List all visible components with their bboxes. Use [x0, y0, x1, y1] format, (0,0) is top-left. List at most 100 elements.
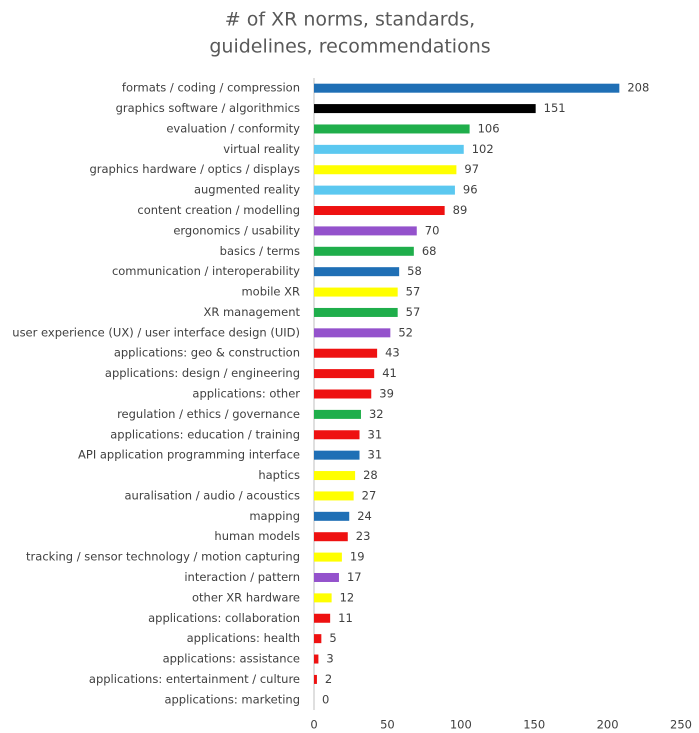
bar — [314, 430, 360, 440]
value-label: 2 — [325, 672, 332, 686]
y-tick-label: regulation / ethics / governance — [117, 407, 300, 421]
y-tick-label: interaction / pattern — [184, 570, 300, 584]
value-label: 43 — [385, 346, 400, 360]
chart-title: guidelines, recommendations — [209, 36, 490, 58]
y-tick-label: API application programming interface — [78, 448, 300, 462]
bar — [314, 165, 457, 175]
y-tick-label: haptics — [258, 468, 300, 482]
y-tick-label: XR management — [203, 305, 300, 319]
y-tick-label: content creation / modelling — [137, 203, 300, 217]
value-label: 11 — [338, 611, 353, 625]
value-label: 57 — [406, 305, 421, 319]
bar — [314, 83, 620, 93]
bar — [314, 307, 398, 317]
y-tick-label: tracking / sensor technology / motion ca… — [26, 550, 300, 564]
bar — [314, 104, 536, 114]
value-label: 27 — [362, 488, 377, 502]
y-tick-label: graphics software / algorithmics — [116, 101, 300, 115]
x-tick-label: 50 — [380, 718, 395, 732]
y-tick-label: other XR hardware — [192, 590, 300, 604]
y-tick-label: communication / interoperability — [112, 264, 300, 278]
bar — [314, 328, 391, 338]
y-tick-label: ergonomics / usability — [173, 223, 300, 237]
bar — [314, 613, 331, 623]
bar — [314, 674, 317, 684]
value-label: 3 — [326, 652, 333, 666]
y-tick-label: mapping — [249, 509, 300, 523]
value-label: 12 — [340, 590, 355, 604]
bar — [314, 634, 322, 644]
bar — [314, 144, 464, 154]
value-label: 31 — [368, 448, 383, 462]
y-tick-label: user experience (UX) / user interface de… — [12, 325, 300, 339]
value-label: 52 — [398, 325, 413, 339]
y-tick-label: graphics hardware / optics / displays — [89, 162, 300, 176]
y-tick-label: applications: geo & construction — [114, 346, 300, 360]
y-tick-label: applications: collaboration — [148, 611, 300, 625]
x-tick-label: 150 — [523, 718, 545, 732]
bar — [314, 185, 455, 195]
value-label: 70 — [425, 223, 440, 237]
value-label: 19 — [350, 550, 365, 564]
bar — [314, 348, 378, 358]
value-label: 41 — [382, 366, 397, 380]
chart-title: # of XR norms, standards, — [225, 9, 475, 31]
bar — [314, 532, 348, 542]
y-tick-label: virtual reality — [223, 142, 300, 156]
y-tick-label: human models — [214, 529, 300, 543]
value-label: 208 — [627, 81, 649, 95]
bar — [314, 593, 332, 603]
y-tick-label: basics / terms — [220, 244, 300, 258]
value-label: 96 — [463, 183, 478, 197]
y-tick-label: evaluation / conformity — [166, 121, 300, 135]
value-label: 97 — [464, 162, 479, 176]
value-label: 31 — [368, 427, 383, 441]
bar — [314, 206, 445, 216]
x-tick-label: 200 — [597, 718, 619, 732]
value-label: 32 — [369, 407, 384, 421]
bar — [314, 267, 400, 277]
value-label: 68 — [422, 244, 437, 258]
y-tick-label: mobile XR — [241, 285, 300, 299]
value-label: 39 — [379, 387, 394, 401]
y-tick-label: applications: assistance — [163, 652, 300, 666]
y-tick-label: applications: marketing — [164, 692, 300, 706]
y-tick-label: applications: education / training — [110, 427, 300, 441]
value-label: 102 — [472, 142, 494, 156]
bar — [314, 409, 361, 419]
bar — [314, 389, 372, 399]
bar — [314, 226, 417, 236]
y-tick-label: augmented reality — [194, 183, 300, 197]
value-label: 106 — [478, 121, 500, 135]
x-tick-label: 100 — [450, 718, 472, 732]
value-label: 57 — [406, 285, 421, 299]
x-tick-label: 0 — [310, 718, 317, 732]
value-label: 0 — [322, 692, 329, 706]
value-label: 58 — [407, 264, 422, 278]
value-label: 23 — [356, 529, 371, 543]
bar — [314, 552, 342, 562]
bar — [314, 572, 339, 582]
value-label: 5 — [329, 631, 336, 645]
y-tick-label: applications: entertainment / culture — [89, 672, 300, 686]
value-label: 89 — [453, 203, 468, 217]
bar — [314, 369, 375, 379]
bar — [314, 124, 470, 134]
bar — [314, 246, 414, 256]
y-tick-label: formats / coding / compression — [122, 81, 300, 95]
y-tick-label: auralisation / audio / acoustics — [124, 488, 300, 502]
bar — [314, 654, 319, 664]
bar — [314, 471, 356, 481]
bar — [314, 450, 360, 460]
y-tick-label: applications: design / engineering — [105, 366, 300, 380]
bar — [314, 491, 354, 501]
value-label: 24 — [357, 509, 372, 523]
bar — [314, 287, 398, 297]
x-tick-label: 250 — [670, 718, 692, 732]
value-label: 151 — [544, 101, 566, 115]
value-label: 17 — [347, 570, 362, 584]
bar — [314, 511, 350, 521]
y-tick-label: applications: health — [187, 631, 300, 645]
y-tick-label: applications: other — [192, 387, 300, 401]
